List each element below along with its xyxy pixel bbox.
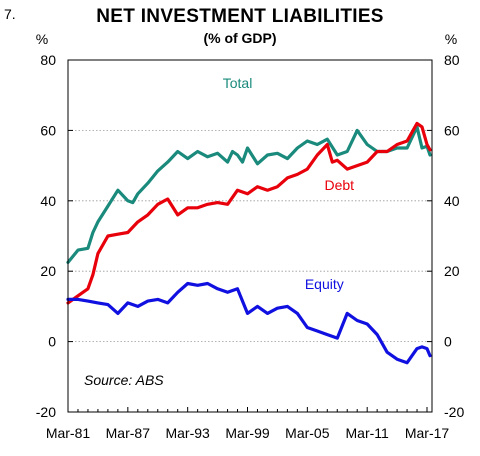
y-unit-left: % — [36, 31, 48, 47]
axis-labels: -20 -20 0 0 20 20 40 40 60 60 80 80 Mar-81 Mar-87 Mar-… — [36, 52, 465, 441]
chart-title: NET INVESTMENT LIABILITIES — [96, 6, 384, 27]
chart-subtitle: (% of GDP) — [203, 30, 277, 46]
y-tick-label-left: -20 — [36, 404, 56, 420]
x-tick-label: Mar-17 — [405, 425, 450, 441]
series-lines — [66, 121, 432, 365]
series-line-equity — [66, 281, 432, 365]
series-label-equity: Equity — [305, 276, 344, 292]
series-label-debt: Debt — [324, 177, 354, 193]
y-tick-label-left: 80 — [40, 52, 56, 68]
y-tick-label-left: 40 — [40, 193, 56, 209]
y-tick-label-right: 40 — [444, 193, 460, 209]
x-tick-label: Mar-05 — [285, 425, 330, 441]
y-tick-label-left: 60 — [40, 122, 56, 138]
x-tick-label: Mar-87 — [106, 425, 151, 441]
plot-frame — [67, 59, 433, 413]
series-annotations: Total Debt Equity — [223, 75, 354, 292]
series-line-debt — [66, 121, 432, 305]
series-label-total: Total — [223, 75, 253, 91]
y-unit-right: % — [445, 31, 457, 47]
x-tick-label: Mar-93 — [165, 425, 210, 441]
axis-ticks — [67, 59, 432, 413]
y-tick-label-right: 0 — [444, 334, 452, 350]
x-tick-label: Mar-81 — [46, 425, 91, 441]
y-tick-label-left: 0 — [48, 334, 56, 350]
x-tick-label: Mar-11 — [346, 425, 390, 441]
y-tick-label-right: 60 — [444, 122, 460, 138]
y-tick-label-right: 20 — [444, 263, 460, 279]
x-tick-label: Mar-99 — [225, 425, 270, 441]
figure-number: 7. — [4, 6, 16, 22]
y-tick-label-right: -20 — [444, 404, 464, 420]
y-tick-label-left: 20 — [40, 263, 56, 279]
y-tick-label-right: 80 — [444, 52, 460, 68]
source-note: Source: ABS — [84, 372, 164, 388]
